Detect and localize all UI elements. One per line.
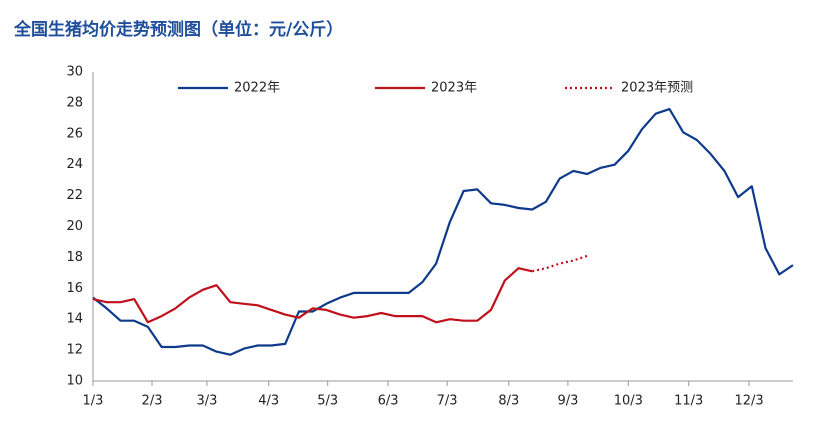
y-tick-label: 18 [66, 250, 83, 265]
y-tick-label: 16 [66, 281, 83, 296]
y-tick-label: 14 [66, 312, 83, 327]
series-line [92, 267, 533, 324]
series-line [531, 254, 588, 273]
x-tick-label: 10/3 [614, 394, 643, 409]
x-tick-label: 7/3 [437, 394, 458, 409]
y-tick-label: 10 [66, 374, 83, 389]
x-tick-label: 9/3 [557, 394, 578, 409]
legend-label: 2023年预测 [621, 81, 693, 96]
legend-label: 2022年 [234, 81, 280, 96]
series-line [92, 108, 794, 356]
y-tick-label: 26 [66, 126, 83, 141]
chart-title: 全国生猪均价走势预测图（单位：元/公斤） [13, 19, 343, 40]
x-tick-label: 5/3 [317, 394, 338, 409]
x-tick-label: 11/3 [674, 394, 703, 409]
legend-label: 2023年 [431, 81, 477, 96]
x-tick-label: 2/3 [142, 394, 163, 409]
y-tick-label: 30 [66, 65, 83, 80]
y-tick-label: 20 [66, 219, 83, 234]
x-tick-label: 1/3 [83, 394, 104, 409]
x-tick-label: 3/3 [196, 394, 217, 409]
x-tick-label: 4/3 [258, 394, 279, 409]
x-tick-label: 12/3 [734, 394, 763, 409]
x-tick-label: 8/3 [498, 394, 519, 409]
y-tick-label: 28 [66, 95, 83, 110]
y-tick-label: 12 [66, 343, 83, 358]
y-tick-label: 22 [66, 188, 83, 203]
y-tick-label: 24 [66, 157, 83, 172]
x-tick-label: 6/3 [378, 394, 399, 409]
